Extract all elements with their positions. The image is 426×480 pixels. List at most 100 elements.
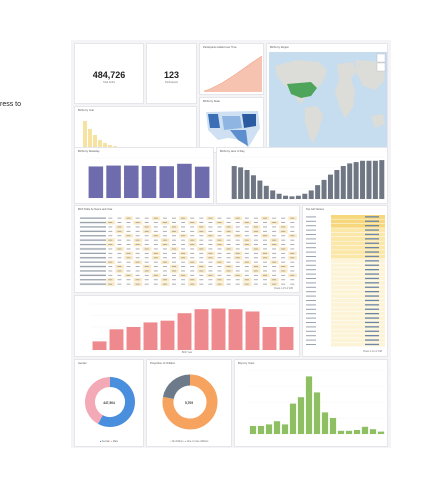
table-cell-value	[217, 222, 222, 223]
bar	[109, 329, 124, 350]
table-cell-value	[208, 248, 213, 250]
births-by-state-map[interactable]: Births by State	[199, 97, 264, 153]
table-cell-value	[217, 274, 222, 276]
pivot-label	[306, 291, 316, 293]
gender-legend[interactable]: ■ Female ■ Male	[100, 441, 118, 443]
table-cell-value	[253, 261, 258, 263]
table-cell-value	[235, 230, 240, 232]
table-cell-value	[117, 230, 122, 232]
gender-donut[interactable]: Gender 447,904 ■ Female ■ Male	[74, 359, 144, 447]
bar	[302, 193, 308, 199]
table-cell-value	[263, 274, 267, 276]
children-legend[interactable]: ● No children ● One or more children	[169, 441, 209, 443]
table-pagination[interactable]: Rows 1-15 of 226	[274, 287, 293, 290]
bar	[263, 185, 269, 199]
table-cell-name	[80, 257, 106, 259]
table-cell-value	[172, 266, 176, 267]
bar	[327, 174, 333, 199]
zoom-out-button[interactable]	[376, 62, 386, 72]
table-cell-value	[272, 217, 277, 219]
bar	[245, 311, 260, 350]
hour-bar-chart[interactable]: Births by Hour of Day	[216, 147, 388, 204]
table-cell-value	[263, 235, 267, 237]
table-cell-value	[172, 279, 176, 281]
pivot-cell	[331, 263, 385, 268]
pivot-pagination[interactable]: Rows 1-10 of 168	[363, 350, 382, 353]
legend-item: No children	[171, 441, 184, 443]
table-cell-value	[117, 217, 122, 219]
bar	[369, 429, 377, 434]
table-cell-value	[244, 261, 249, 263]
table-cell-value	[272, 261, 277, 263]
bar	[337, 430, 345, 434]
children-donut-svg	[162, 374, 218, 430]
table-cell-value	[172, 283, 176, 285]
pivot-value	[365, 335, 379, 337]
table-cell-value	[290, 244, 295, 245]
table-cell-value	[126, 226, 131, 228]
pivot-value	[365, 260, 379, 262]
table-cell-value	[117, 274, 122, 276]
table-cell-value	[253, 270, 258, 272]
boys-by-years-chart[interactable]: Boys by Years	[234, 359, 388, 447]
histogram-chart[interactable]: Births by Year	[74, 106, 197, 153]
table-cell-value	[162, 235, 167, 237]
table-cell-value	[208, 226, 213, 228]
histogram-bars	[83, 121, 137, 149]
table-cell-value	[190, 222, 195, 223]
table-cell-value	[263, 239, 267, 241]
weekday-bar-chart[interactable]: Births by Weekday	[74, 147, 214, 204]
table-cell-value	[126, 230, 131, 232]
table-cell-value	[117, 283, 122, 285]
table-cell-value	[226, 226, 231, 228]
bar	[353, 162, 359, 199]
kpi-participants[interactable]: 123 Participants	[146, 43, 197, 104]
pivot-cell	[331, 311, 385, 316]
bar	[308, 190, 314, 199]
table-cell-value	[235, 274, 240, 276]
bar	[177, 163, 192, 198]
bar	[361, 426, 369, 434]
pivot-label	[306, 264, 316, 266]
table-cell-value	[199, 222, 204, 223]
zoom-in-button[interactable]	[376, 53, 386, 63]
table-cell-value	[144, 279, 149, 281]
table-cell-value	[153, 252, 158, 254]
table-cell-value	[253, 239, 258, 241]
pivot-list[interactable]: Top Girl Names Rows 1-10 of 168	[302, 205, 388, 357]
participants-area-chart[interactable]: Participants Added over Time	[199, 43, 264, 95]
births-by-year-chart[interactable]: Birth Year	[74, 295, 300, 357]
x-axis-label: Birth Year	[181, 351, 193, 354]
table-cell-value	[108, 279, 113, 281]
pivot-label	[306, 300, 316, 301]
north-america	[275, 60, 327, 104]
table-cell-value	[290, 261, 295, 263]
table-cell-value	[244, 235, 249, 237]
world-map[interactable]: Births by Region	[266, 43, 388, 153]
bar	[289, 403, 297, 434]
table-cell-value	[153, 230, 158, 232]
table-cell-value	[290, 239, 295, 241]
table-cell-value	[126, 274, 131, 276]
pivot-label	[306, 295, 316, 297]
table-cell-value	[153, 222, 158, 223]
pivot-label	[306, 251, 316, 253]
table-cell-name	[80, 274, 106, 276]
kpi-value: 123	[163, 70, 180, 80]
table-cell-value	[217, 230, 222, 232]
table-cell-value	[272, 252, 277, 254]
table-cell-value	[290, 252, 295, 254]
pivot-value	[365, 326, 379, 328]
kpi-total-births[interactable]: 484,726 Total births	[74, 43, 144, 104]
table-cell-value	[272, 222, 277, 223]
table-cell-value	[190, 226, 195, 228]
table-cell-value	[162, 217, 167, 219]
table-cell-value	[162, 257, 167, 259]
bar	[160, 320, 175, 350]
table-cell-value	[253, 283, 258, 285]
table-cell-value	[253, 226, 258, 228]
children-donut[interactable]: Proportion of Children 5,709 ● No childr…	[146, 359, 232, 447]
table-cell-value	[226, 235, 231, 237]
table-cell-value	[290, 226, 295, 228]
data-table[interactable]: Birth Table by Name and Year Rows 1-15 o…	[74, 205, 300, 293]
